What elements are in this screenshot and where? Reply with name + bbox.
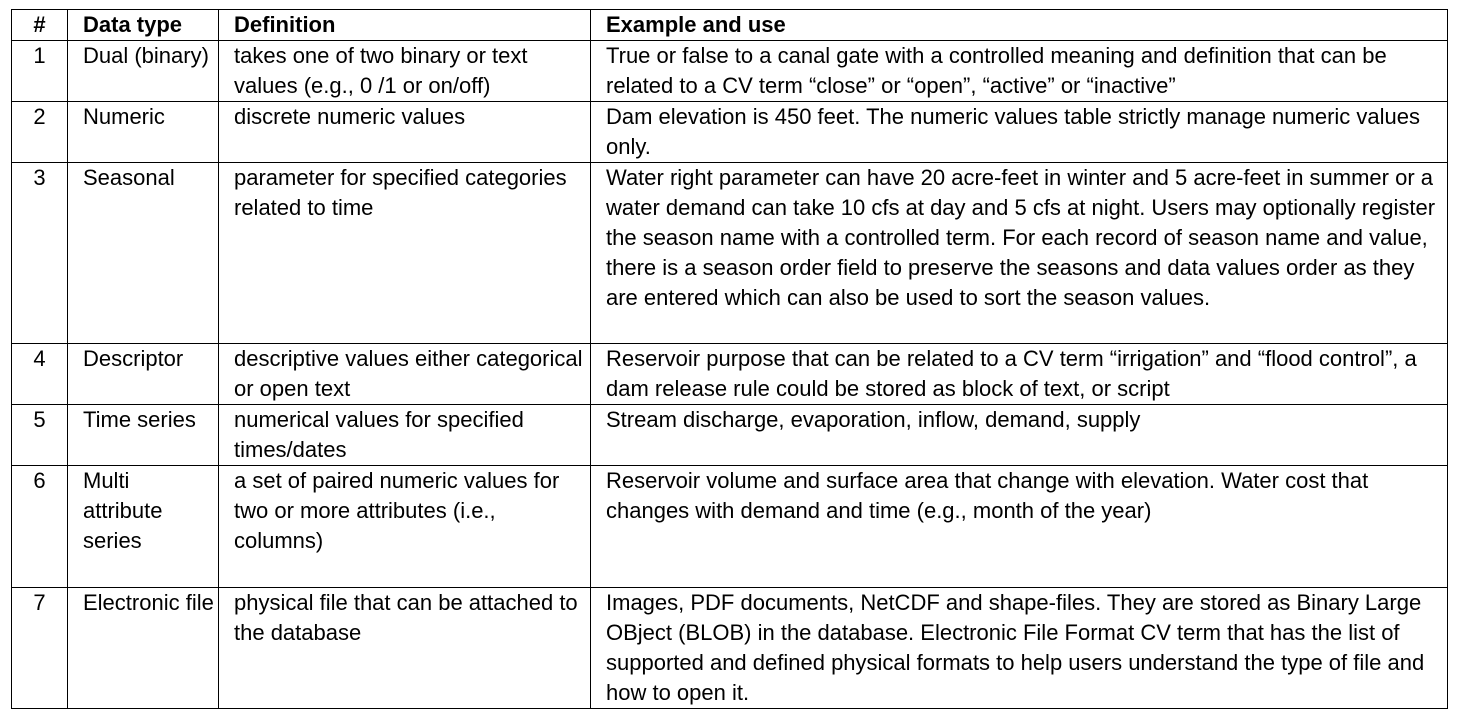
table-row: 6 Multi attribute series a set of paired… [11,465,1448,588]
table-header: # Data type Definition Example and use [11,9,1448,41]
table-row: 7 Electronic file physical file that can… [11,587,1448,709]
row-example: Images, PDF documents, NetCDF and shape-… [590,587,1448,709]
row-data-type: Electronic file [67,587,219,709]
row-example: Water right parameter can have 20 acre-f… [590,162,1448,344]
row-definition: physical file that can be attached to th… [218,587,591,709]
row-example: Reservoir purpose that can be related to… [590,343,1448,405]
row-definition: discrete numeric values [218,101,591,163]
header-example: Example and use [590,9,1448,41]
row-data-type: Dual (binary) [67,40,219,102]
row-data-type: Seasonal [67,162,219,344]
row-data-type: Time series [67,404,219,466]
row-definition: descriptive values either categorical or… [218,343,591,405]
table-row: 4 Descriptor descriptive values either c… [11,343,1448,405]
header-data-type: Data type [67,9,219,41]
row-example: Dam elevation is 450 feet. The numeric v… [590,101,1448,163]
header-definition: Definition [218,9,591,41]
row-data-type: Multi attribute series [67,465,219,588]
row-data-type: Descriptor [67,343,219,405]
row-example: Reservoir volume and surface area that c… [590,465,1448,588]
row-data-type: Numeric [67,101,219,163]
table-body: 1 Dual (binary) takes one of two binary … [11,40,1448,709]
row-definition: a set of paired numeric values for two o… [218,465,591,588]
row-definition: numerical values for specified times/dat… [218,404,591,466]
row-example: True or false to a canal gate with a con… [590,40,1448,102]
row-num: 7 [11,587,68,709]
row-num: 2 [11,101,68,163]
table-row: 3 Seasonal parameter for specified categ… [11,162,1448,344]
row-num: 5 [11,404,68,466]
row-example: Stream discharge, evaporation, inflow, d… [590,404,1448,466]
table-row: 5 Time series numerical values for speci… [11,404,1448,466]
table-row: 1 Dual (binary) takes one of two binary … [11,40,1448,102]
header-num: # [11,9,68,41]
row-definition: takes one of two binary or text values (… [218,40,591,102]
row-num: 6 [11,465,68,588]
row-definition: parameter for specified categories relat… [218,162,591,344]
header-row: # Data type Definition Example and use [11,9,1448,41]
row-num: 1 [11,40,68,102]
row-num: 4 [11,343,68,405]
table-row: 2 Numeric discrete numeric values Dam el… [11,101,1448,163]
row-num: 3 [11,162,68,344]
data-types-table: # Data type Definition Example and use 1… [11,9,1448,709]
